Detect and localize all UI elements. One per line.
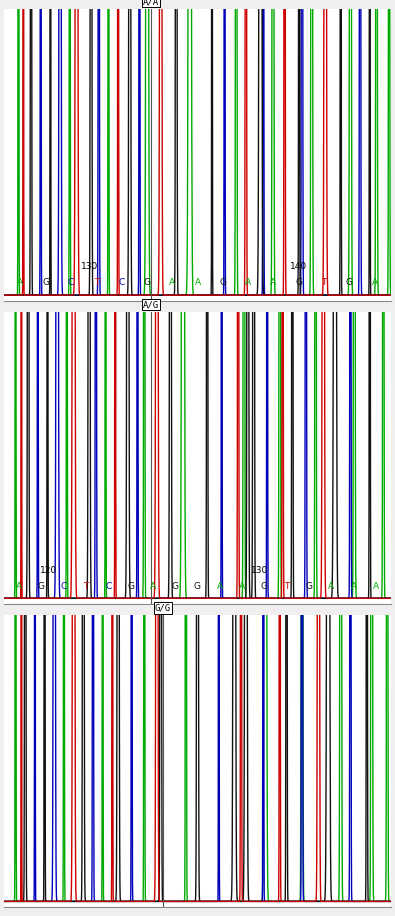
Text: A: A xyxy=(16,582,22,591)
Text: G: G xyxy=(143,278,150,288)
Text: A/G: A/G xyxy=(143,300,159,310)
Text: A: A xyxy=(17,278,24,288)
Text: A: A xyxy=(217,582,223,591)
Text: G: G xyxy=(295,278,302,288)
Text: G: G xyxy=(261,582,268,591)
Text: 140: 140 xyxy=(290,263,307,271)
Text: G: G xyxy=(42,278,49,288)
Text: A: A xyxy=(373,582,379,591)
Text: A/A: A/A xyxy=(143,0,159,6)
Text: A: A xyxy=(245,278,251,288)
Text: G: G xyxy=(38,582,45,591)
Text: A: A xyxy=(371,278,378,288)
Text: A: A xyxy=(270,278,276,288)
Text: G: G xyxy=(219,278,226,288)
Text: G: G xyxy=(306,582,312,591)
Text: 120: 120 xyxy=(40,565,57,574)
Text: G: G xyxy=(127,582,134,591)
Text: 130: 130 xyxy=(251,565,268,574)
Text: C: C xyxy=(118,278,125,288)
Text: A: A xyxy=(328,582,335,591)
Text: G/G: G/G xyxy=(154,604,171,613)
Text: C: C xyxy=(105,582,111,591)
Text: A: A xyxy=(169,278,175,288)
Text: T: T xyxy=(83,582,88,591)
Text: T: T xyxy=(94,278,99,288)
Text: A: A xyxy=(194,278,201,288)
Text: 130: 130 xyxy=(81,263,98,271)
Text: A: A xyxy=(351,582,357,591)
Text: C: C xyxy=(60,582,67,591)
Text: G: G xyxy=(346,278,353,288)
Text: T: T xyxy=(284,582,290,591)
Text: A: A xyxy=(150,582,156,591)
Text: G: G xyxy=(194,582,201,591)
Text: C: C xyxy=(68,278,74,288)
Text: G: G xyxy=(172,582,179,591)
Text: A: A xyxy=(239,582,245,591)
Text: T: T xyxy=(321,278,327,288)
